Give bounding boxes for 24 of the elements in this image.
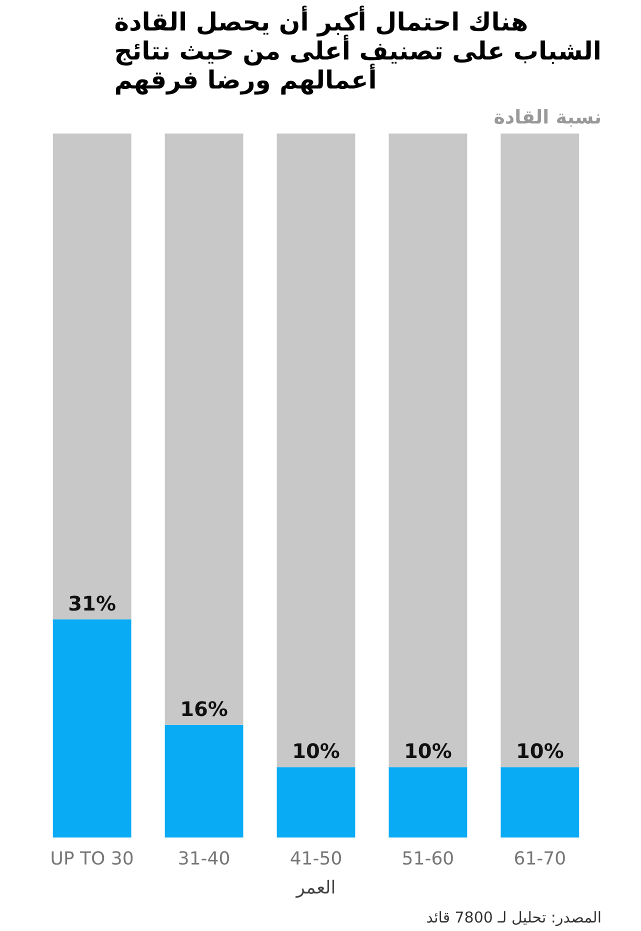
bar [52,619,132,838]
chart-title: هناك احتمال أكبر أن يحصل القادة الشباب على تصنيف أعلى من حيث نتائج أعمالهم ورضا فرقهم [114,6,602,96]
x-tick-label: 51-60 [402,848,454,870]
bar [164,134,244,725]
bar [388,134,468,768]
y-axis-title: نسبة القادة [494,106,602,128]
data-label: 31% [68,591,116,616]
x-tick-label: 41-50 [290,848,342,870]
bar [164,724,244,838]
bar [276,767,356,838]
x-tick-label: UP TO 30 [50,848,134,870]
x-tick-label: 31-40 [178,848,230,870]
data-label: 16% [180,696,228,721]
data-label: 10% [404,739,452,764]
data-label: 10% [292,739,340,764]
text: المصدر: تحليل لـ 7800 قائد [426,908,602,926]
bar [500,134,580,768]
bar [52,134,132,620]
bar [500,767,580,838]
x-axis-title: العمر [295,878,336,898]
x-tick-label: 61-70 [514,848,566,870]
bar [276,134,356,768]
data-label: 10% [516,739,564,764]
bar [388,767,468,838]
